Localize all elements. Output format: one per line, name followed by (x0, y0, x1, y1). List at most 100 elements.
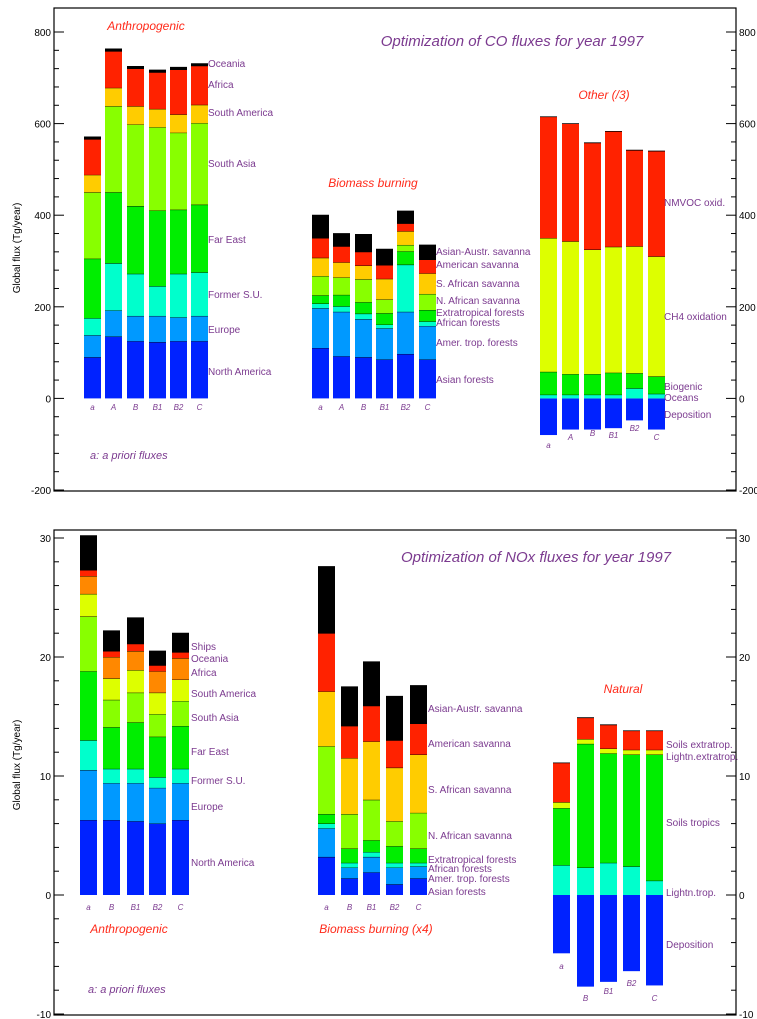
bar-segment (419, 326, 436, 360)
bar-segment (646, 880, 663, 895)
bar-segment (355, 265, 372, 280)
bar-segment (333, 277, 350, 295)
bar-segment (386, 867, 403, 885)
bar-segment (562, 123, 579, 242)
bar-segment (149, 736, 166, 778)
bar-segment (103, 699, 120, 728)
bar-segment (127, 783, 144, 822)
bar-segment (191, 204, 208, 273)
bar-segment (312, 215, 329, 239)
chart-title: Optimization of CO fluxes for year 1997 (381, 33, 644, 50)
bar-segment (553, 808, 570, 866)
bar-segment (170, 273, 187, 318)
bar-segment (584, 394, 601, 399)
category-label: a (318, 403, 323, 412)
bar-segment (127, 124, 144, 207)
bar-segment (191, 341, 208, 399)
bar-segment (312, 303, 329, 309)
bar-segment (170, 317, 187, 342)
bar-segment (363, 799, 380, 841)
bar-segment (386, 821, 403, 847)
category-label: B (347, 903, 353, 912)
series-label: Ships (191, 642, 216, 653)
bar-segment (149, 692, 166, 715)
bar-segment (312, 276, 329, 296)
bar-segment (376, 313, 393, 325)
bar-segment (363, 852, 380, 857)
series-label: South America (191, 689, 256, 700)
bar-segment (170, 132, 187, 210)
category-label: a (546, 441, 551, 450)
bar-segment (363, 872, 380, 895)
bar-segment (605, 394, 622, 399)
bar-segment (80, 671, 97, 741)
series-label: Asian-Austr. savanna (428, 704, 523, 715)
bar-segment (410, 685, 427, 724)
category-label: A (110, 403, 116, 412)
bar-segment (376, 324, 393, 329)
bar-segment (600, 748, 617, 754)
bar-segment (363, 840, 380, 853)
series-label: Lightn.trop. (666, 888, 716, 899)
bar-segment (312, 257, 329, 277)
series-label: Europe (191, 802, 224, 813)
bar-segment (386, 884, 403, 895)
bar-segment (172, 633, 189, 653)
category-label: B (109, 903, 115, 912)
bar-segment (605, 372, 622, 395)
bar-segment (410, 812, 427, 849)
bar-segment (80, 740, 97, 771)
bar-segment (540, 238, 557, 372)
bar-segment (577, 895, 594, 987)
group-title: Natural (604, 682, 643, 696)
y-tick-label-right: 800 (739, 28, 756, 39)
y-tick-label: 10 (40, 772, 52, 783)
series-label: Deposition (666, 940, 713, 951)
bar-segment (333, 262, 350, 278)
category-label: B1 (380, 403, 390, 412)
bar-segment (355, 302, 372, 314)
bar-segment (386, 696, 403, 741)
bar-segment (127, 66, 144, 69)
series-label: Former S.U. (208, 290, 262, 301)
bar-segment (363, 705, 380, 742)
series-label: Soils tropics (666, 818, 720, 829)
bar-segment (376, 265, 393, 279)
y-tick-label: 20 (40, 653, 52, 664)
bar-segment (333, 233, 350, 247)
bar-segment (333, 294, 350, 307)
bar-segment (149, 315, 166, 343)
y-tick-label: 0 (45, 394, 51, 405)
series-label: Oceans (664, 393, 698, 404)
bar-segment (333, 311, 350, 357)
bar-segment (355, 251, 372, 266)
bar-segment (172, 768, 189, 784)
series-label: African forests (436, 318, 500, 329)
bar-segment (341, 686, 358, 727)
bar-segment (648, 256, 665, 377)
bar-group-3: Natural a B B1 B2 C Deposition Lightn.trop. Soil… (553, 682, 738, 1003)
bar-segment (149, 823, 166, 895)
series-label: Extratropical forests (428, 855, 516, 866)
bar-segment (355, 234, 372, 252)
category-label: B2 (627, 979, 637, 988)
category-label: B (590, 429, 596, 438)
y-tick-label: -200 (31, 486, 51, 497)
bar-segment (127, 768, 144, 784)
category-label: C (652, 994, 658, 1003)
series-label: S. African savanna (428, 785, 512, 796)
series-label: Europe (208, 325, 241, 336)
bar-segment (80, 570, 97, 577)
bar-segment (376, 359, 393, 399)
y-tick-label-right: 0 (739, 394, 745, 405)
category-label: a (90, 403, 95, 412)
series-label: Oceania (208, 59, 246, 70)
bar-group-2: Biomass burning a A B B1 B2 C Asian forests Amer… (312, 176, 531, 412)
category-label: B1 (609, 431, 619, 440)
series-label: S. African savanna (436, 279, 520, 290)
bar-segment (341, 726, 358, 759)
series-label: Extratropical forests (436, 308, 524, 319)
bar-segment (386, 846, 403, 863)
bar-segment (333, 356, 350, 399)
